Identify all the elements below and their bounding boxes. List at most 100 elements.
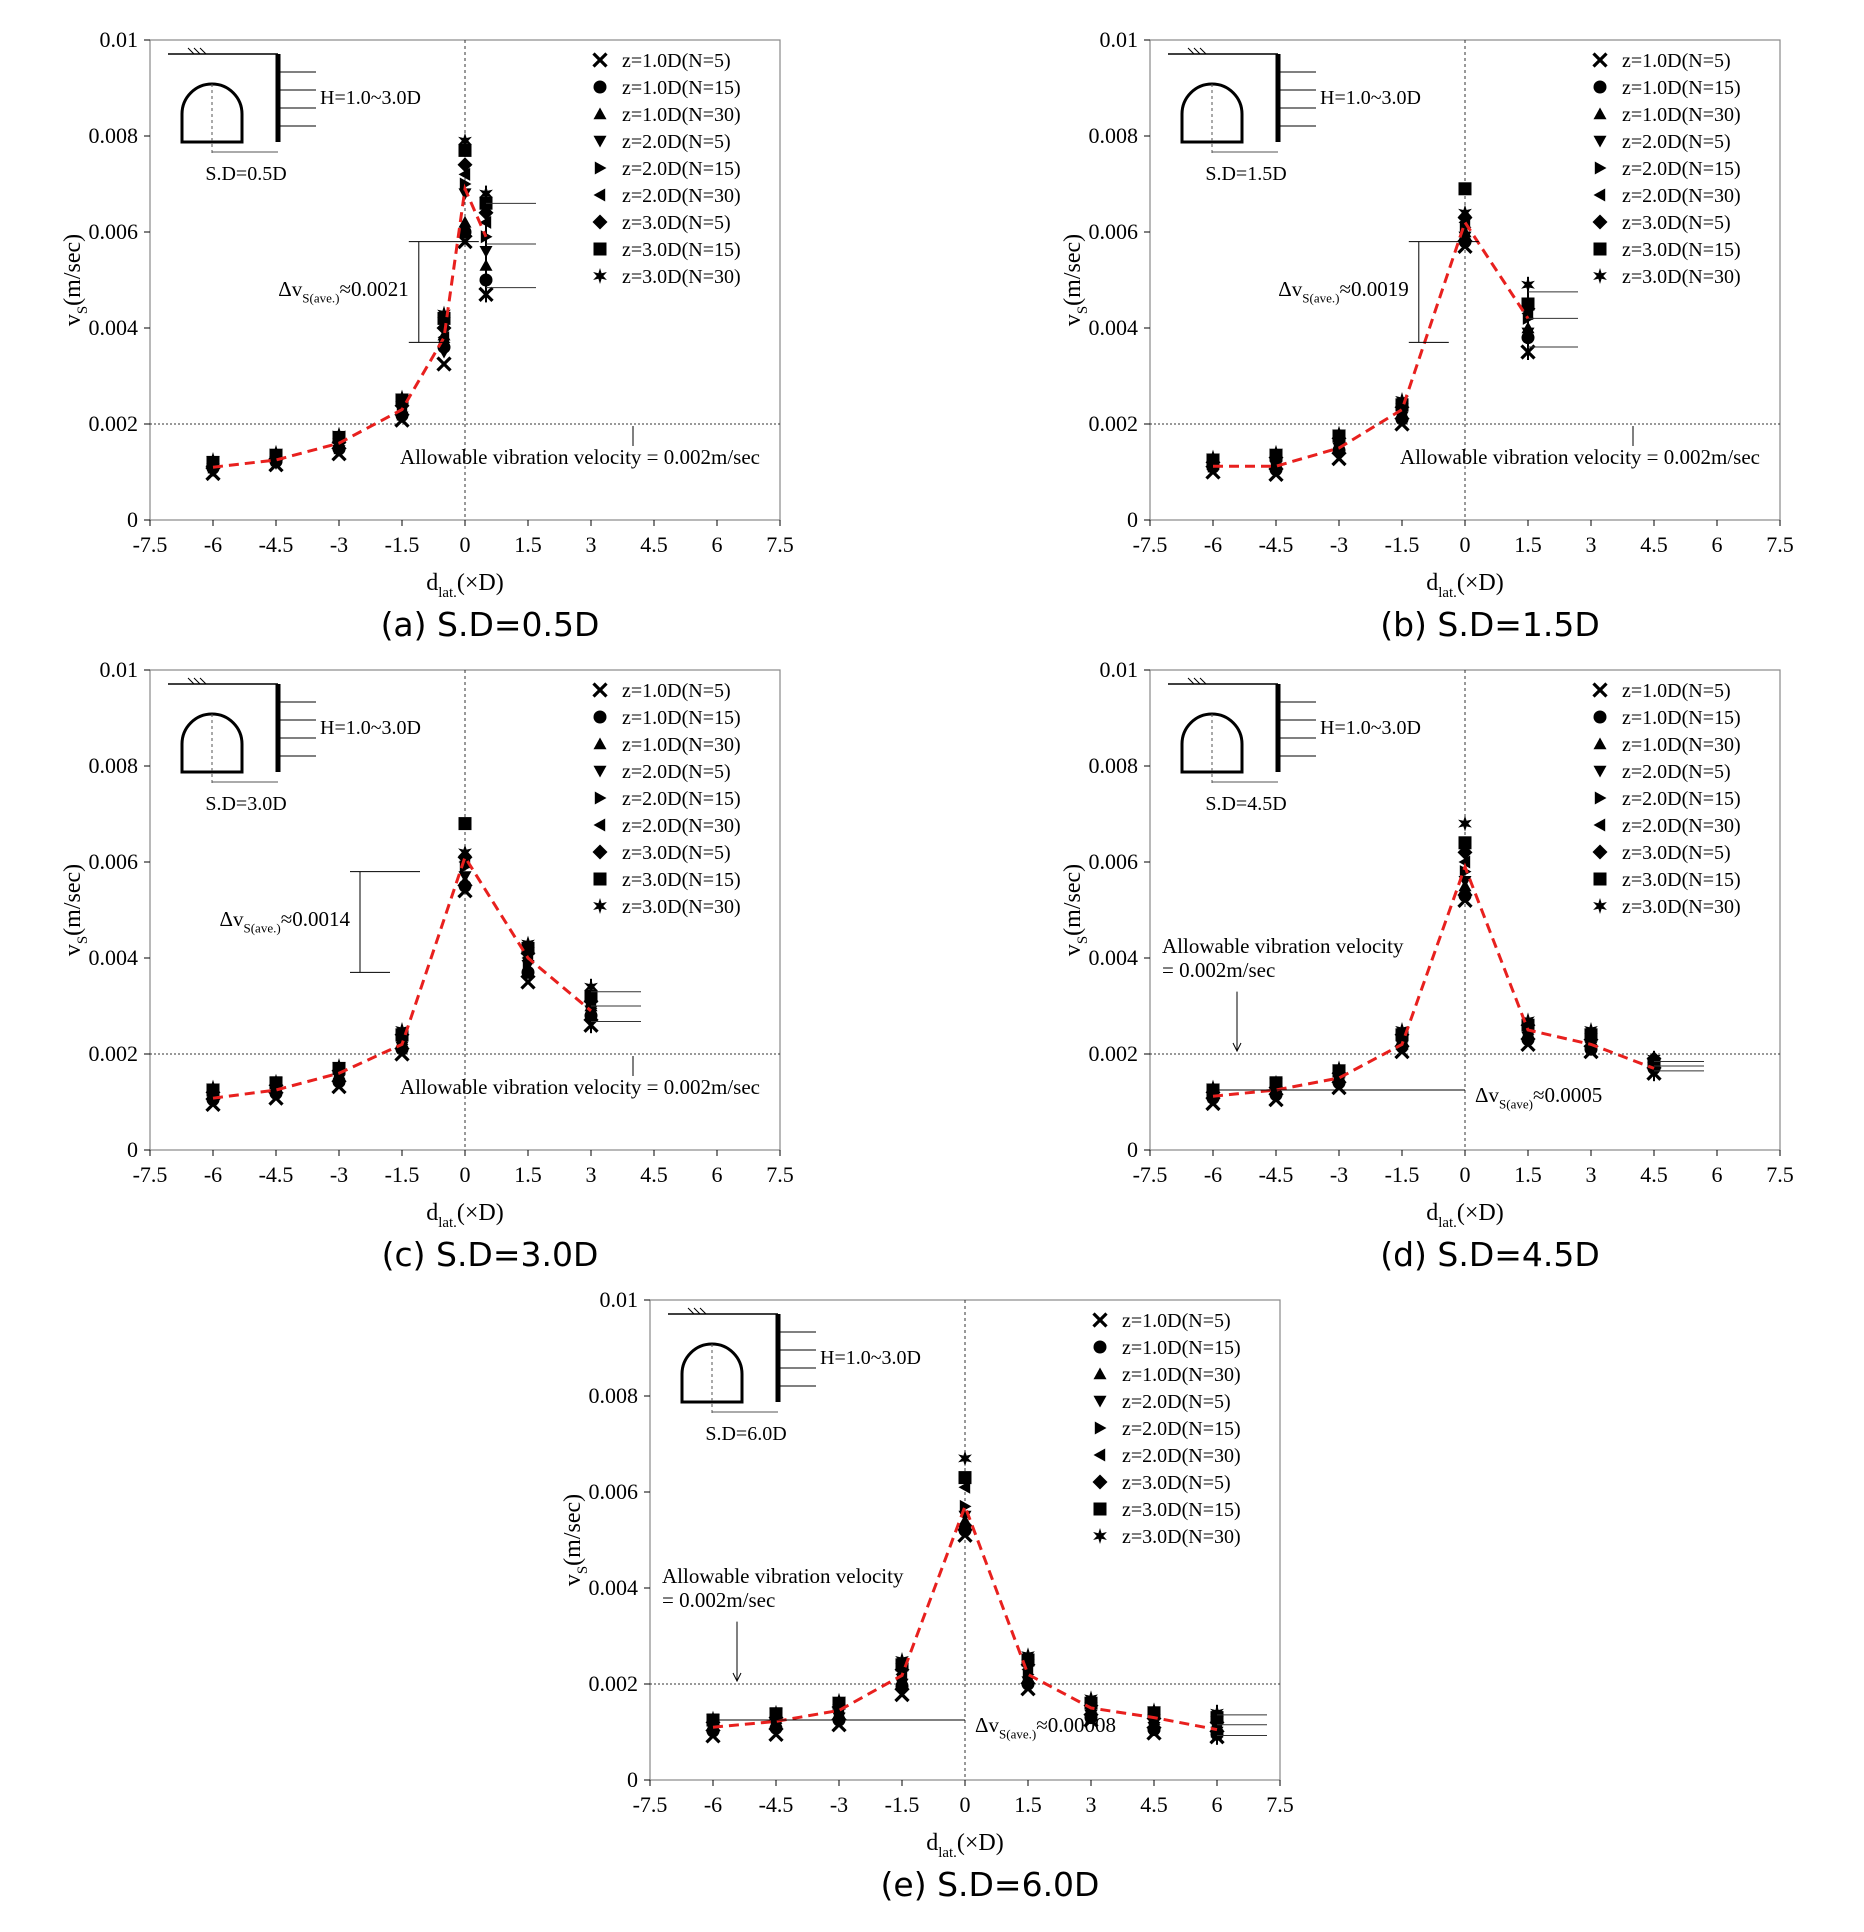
legend-marker-e [1093,1502,1107,1516]
x-tick-label-d: 6 [1712,1162,1723,1187]
allowable-arrowhead-e [732,1672,742,1683]
legend-label-a: z=3.0D(N=30) [622,266,741,288]
y-tick-label-e: 0.01 [600,1287,639,1312]
x-tick-label-a: 3 [586,532,597,557]
legend-marker-e [1092,1474,1108,1490]
legend-label-b: z=1.0D(N=15) [1622,77,1741,99]
x-tick-label-c: -7.5 [133,1162,168,1187]
caption-a: (a) S.D=0.5D [380,605,600,644]
x-tick-label-b: 7.5 [1766,532,1794,557]
y-tick-label-b: 0.01 [1100,27,1139,52]
legend-label-a: z=2.0D(N=5) [622,131,731,153]
legend-label-a: z=1.0D(N=30) [622,104,741,126]
allowable-label-d: Allowable vibration velocity [1162,934,1404,958]
legend-label-b: z=1.0D(N=30) [1622,104,1741,126]
x-tick-label-c: 0 [460,1162,471,1187]
data-points-c [205,817,599,1113]
data-point-e [958,1471,972,1485]
x-tick-label-e: -3 [830,1792,848,1817]
data-point-c [332,1058,346,1074]
legend-label-b: z=2.0D(N=15) [1622,158,1741,180]
y-tick-label-c: 0.01 [100,657,139,682]
delta-label-b: ΔvS(ave.)≈0.0019 [1278,277,1409,305]
legend-label-d: z=2.0D(N=15) [1622,788,1741,810]
inset-h-label-a: H=1.0~3.0D [320,87,421,109]
legend-label-d: z=3.0D(N=15) [1622,869,1741,891]
legend-marker-a [593,188,606,202]
y-tick-label-c: 0 [127,1137,138,1162]
legend-marker-e [1093,1340,1107,1354]
x-tick-label-e: -6 [704,1792,722,1817]
data-point-c [520,974,536,990]
data-point-a [437,346,451,359]
inset-sd-label-d: S.D=4.5D [1205,793,1286,815]
data-point-d [1269,1074,1283,1091]
x-tick-label-c: -3 [330,1162,348,1187]
data-point-d [1584,1022,1598,1038]
tunnel-shape-d [1180,712,1244,774]
data-point-a [457,157,473,173]
legend-c: z=1.0D(N=5) z=1.0D(N=15) z=1.0D(N=30) z=2.0… [592,680,741,918]
legend-marker-b [1593,80,1607,94]
data-point-a [332,426,346,443]
legend-label-e: z=2.0D(N=5) [1122,1391,1231,1413]
inset-h-label-d: H=1.0~3.0D [1320,717,1421,739]
legend-label-e: z=1.0D(N=30) [1122,1364,1241,1386]
legend-marker-c [593,737,607,750]
tunnel-inset-a: H=1.0~3.0D S.D=0.5D [168,47,421,185]
tunnel-inset-e: H=1.0~3.0D S.D=6.0D [668,1307,921,1445]
data-point-a [458,132,472,149]
x-tick-label-d: -1.5 [1385,1162,1420,1187]
x-tick-label-b: -3 [1330,532,1348,557]
legend-label-a: z=1.0D(N=15) [622,77,741,99]
x-tick-label-a: 7.5 [766,532,794,557]
inset-h-label-b: H=1.0~3.0D [1320,87,1421,109]
delta-label-a: ΔvS(ave.)≈0.0021 [278,277,409,305]
data-point-c [458,844,472,861]
data-point-a [437,305,451,322]
x-tick-label-d: 0 [1460,1162,1471,1187]
legend-marker-d [1592,682,1608,698]
data-point-a [206,452,220,468]
allowable-label-e: Allowable vibration velocity [662,1564,904,1588]
legend-marker-b [1592,214,1608,230]
legend-label-c: z=1.0D(N=15) [622,707,741,729]
y-tick-label-a: 0.002 [89,411,139,436]
x-tick-label-d: 7.5 [1766,1162,1794,1187]
mean-curve-c [212,853,592,1100]
legend-label-b: z=3.0D(N=30) [1622,266,1741,288]
x-tick-label-b: 1.5 [1514,532,1542,557]
data-point-b [1206,449,1220,466]
x-tick-label-b: 0 [1460,532,1471,557]
legend-marker-d [1593,710,1607,724]
legend-marker-a [593,268,607,284]
legend-marker-b [1593,242,1607,256]
x-tick-label-a: 6 [712,532,723,557]
legend-marker-e [1092,1312,1108,1328]
x-tick-label-b: 3 [1586,532,1597,557]
tunnel-inset-b: H=1.0~3.0D S.D=1.5D [1168,47,1421,185]
chart-panel-e: -7.5 -6 -4.5 -3 -1.5 0 1.5 3 4.5 6 7.5 0 0.002 0.004 0… [560,1270,1420,1905]
x-tick-label-e: -1.5 [885,1792,920,1817]
legend-marker-c [593,765,607,778]
chart-a-svg: -7.5 -6 -4.5 -3 -1.5 0 1.5 3 4.5 6 7.5 0 0.002 0.004 0… [60,27,794,601]
data-point-b [1458,204,1472,221]
data-point-e [706,1710,720,1727]
data-points-b [1205,182,1536,483]
data-point-a [458,215,472,228]
tunnel-shape-c [180,712,244,774]
legend-label-c: z=2.0D(N=5) [622,761,731,783]
x-tick-label-c: 6 [712,1162,723,1187]
y-tick-label-b: 0.004 [1089,315,1139,340]
x-tick-label-a: 0 [460,532,471,557]
mean-curve-b [1213,218,1530,468]
x-tick-label-e: 3 [1086,1792,1097,1817]
y-tick-label-b: 0.006 [1089,219,1139,244]
chart-panel-a: -7.5 -6 -4.5 -3 -1.5 0 1.5 3 4.5 6 7.5 0 0.002 0.004 0… [60,10,920,645]
data-point-b [1458,182,1472,196]
y-tick-label-b: 0.008 [1089,123,1139,148]
x-tick-label-b: -6 [1204,532,1222,557]
chart-c-svg: -7.5 -6 -4.5 -3 -1.5 0 1.5 3 4.5 6 7.5 0 0.002 0.004 0… [60,657,794,1231]
allowable-label-a: Allowable vibration velocity = 0.002m/se… [400,445,760,469]
y-tick-label-d: 0.004 [1089,945,1139,970]
